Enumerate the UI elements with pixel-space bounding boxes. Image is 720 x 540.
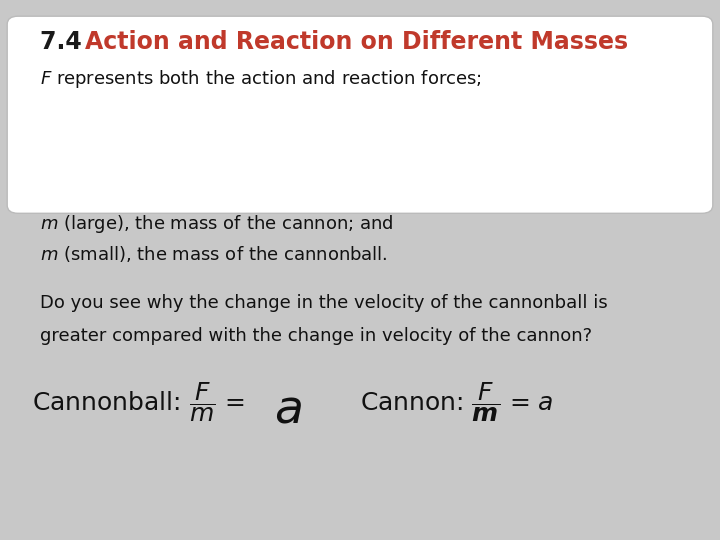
Text: Cannonball: $\dfrac{F}{m}$ =: Cannonball: $\dfrac{F}{m}$ = <box>32 380 248 424</box>
Text: $m$ (large), the mass of the cannon; and: $m$ (large), the mass of the cannon; and <box>40 213 393 235</box>
Text: $m$ (small), the mass of the cannonball.: $m$ (small), the mass of the cannonball. <box>40 244 387 264</box>
Text: $F$ represents both the action and reaction forces;: $F$ represents both the action and react… <box>40 68 482 90</box>
FancyBboxPatch shape <box>7 16 713 213</box>
Text: Do you see why the change in the velocity of the cannonball is: Do you see why the change in the velocit… <box>40 294 608 312</box>
Text: Action and Reaction on Different Masses: Action and Reaction on Different Masses <box>85 30 628 53</box>
Text: $\it{a}$: $\it{a}$ <box>274 388 302 433</box>
Text: greater compared with the change in velocity of the cannon?: greater compared with the change in velo… <box>40 327 592 345</box>
Text: Cannon: $\dfrac{F}{\boldsymbol{m}}$ = $a$: Cannon: $\dfrac{F}{\boldsymbol{m}}$ = $a… <box>360 380 554 424</box>
Text: 7.4: 7.4 <box>40 30 89 53</box>
